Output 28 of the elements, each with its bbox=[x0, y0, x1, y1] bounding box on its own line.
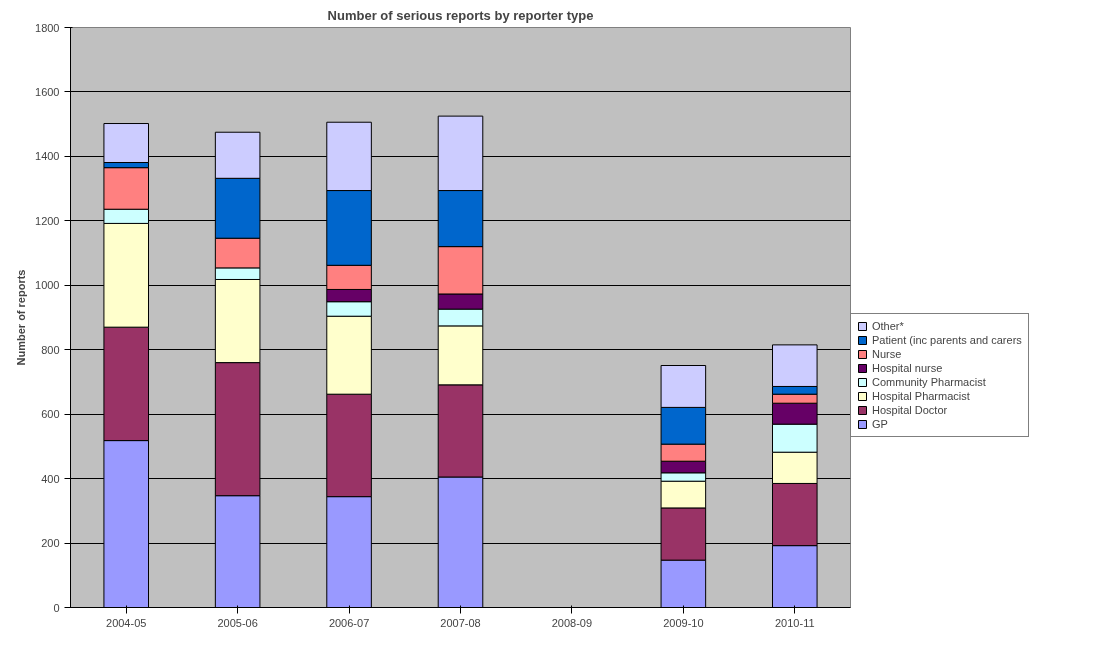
legend-label: Hospital Doctor bbox=[872, 404, 948, 416]
legend-label: GP bbox=[872, 418, 889, 430]
y-tick-label: 1600 bbox=[35, 85, 60, 98]
legend-label: Nurse bbox=[872, 348, 902, 360]
y-tick-label: 1000 bbox=[35, 279, 60, 292]
chart-title: Number of serious reports by reporter type bbox=[327, 7, 594, 23]
y-tick-label: 1200 bbox=[35, 214, 60, 227]
legend-label: Community Pharmacist bbox=[872, 376, 986, 388]
x-tick-label: 2010-11 bbox=[775, 616, 815, 629]
x-tick-label: 2006-07 bbox=[328, 616, 370, 629]
y-tick-label: 600 bbox=[41, 408, 60, 421]
y-tick-label: 200 bbox=[41, 537, 60, 550]
y-tick-label: 800 bbox=[41, 343, 60, 356]
legend-label: Other* bbox=[872, 320, 904, 332]
x-tick-label: 2008-09 bbox=[551, 616, 593, 629]
legend-label: Patient (inc parents and carers bbox=[872, 334, 1022, 346]
y-tick-label: 400 bbox=[41, 472, 60, 485]
y-axis-title: Number of reports bbox=[15, 269, 28, 366]
y-tick-label: 1800 bbox=[35, 21, 60, 34]
legend-label: Hospital nurse bbox=[872, 362, 943, 374]
bar bbox=[103, 123, 149, 164]
x-tick-label: 2007-08 bbox=[440, 616, 481, 629]
y-tick-label: 0 bbox=[53, 601, 60, 614]
x-tick-label: 2004-05 bbox=[106, 616, 147, 629]
legend-label: Hospital Pharmacist bbox=[872, 390, 970, 402]
y-tick-label: 1400 bbox=[35, 150, 60, 163]
x-tick-label: 2005-06 bbox=[217, 616, 258, 629]
x-tick-label: 2009-10 bbox=[663, 616, 704, 629]
